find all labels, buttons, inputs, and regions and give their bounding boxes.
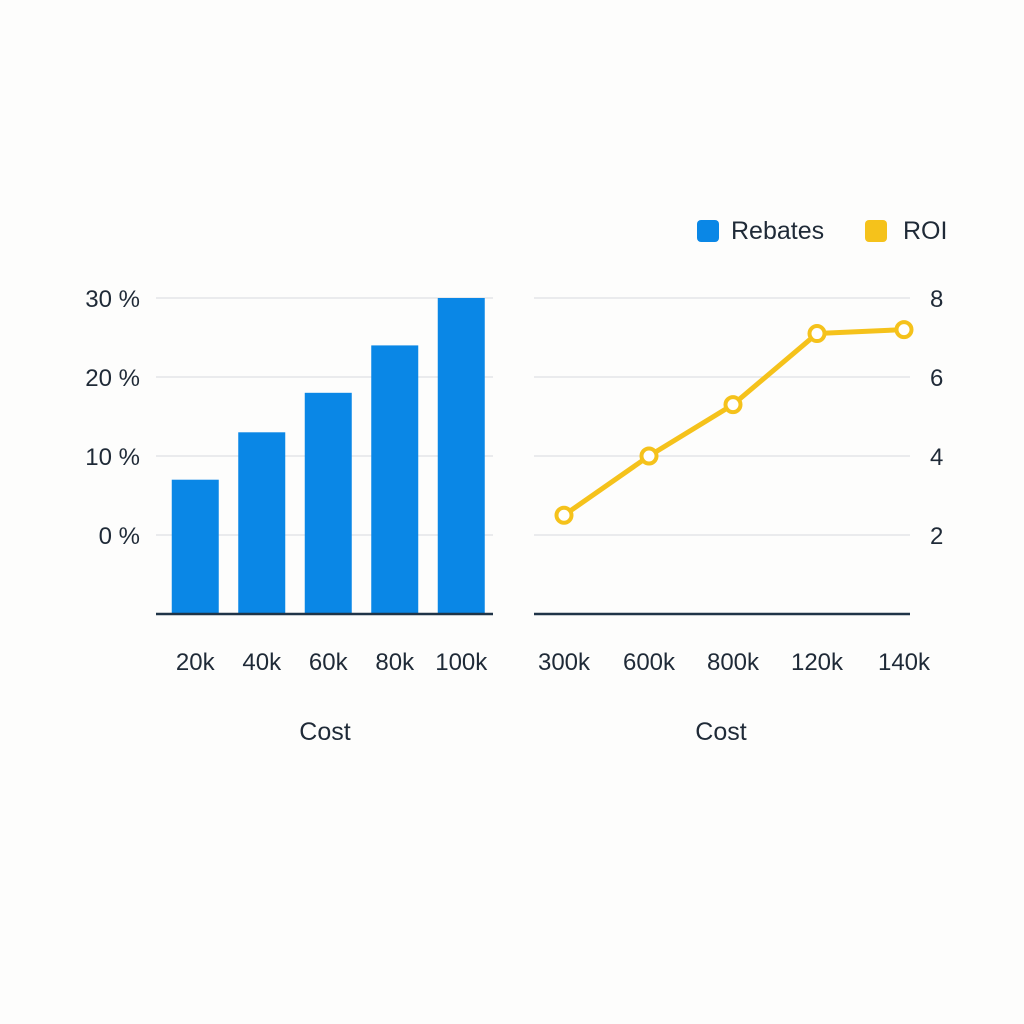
bar: [304, 392, 352, 614]
bar-chart-y-tick-label: 0 %: [99, 523, 140, 550]
bar-chart-y-tick-label: 20 %: [85, 365, 140, 392]
roi-point: [807, 324, 827, 344]
bar-chart-x-tick-label: 100k: [435, 649, 488, 676]
bar-chart-bars: [171, 298, 485, 614]
legend-swatch-roi: [865, 220, 887, 242]
roi-line: [561, 327, 907, 518]
line-chart-y-tick-label: 8: [930, 286, 943, 313]
roi-point: [639, 446, 659, 466]
bar: [437, 298, 485, 614]
line-chart-x-tick-label: 800k: [707, 649, 760, 676]
bar-chart: 0 % 10 % 20 % 30 % 20k 40k 60k 80k 100k Cost: [85, 286, 493, 746]
line-chart-y-tick-label: 2: [930, 523, 943, 550]
line-chart: 2 4 6 8 300k 600k 800k 120k 140k Cost: [534, 286, 943, 746]
line-chart-series: [554, 320, 914, 525]
line-chart-x-tick-label: 120k: [791, 649, 844, 676]
legend: Rebates ROI: [697, 217, 947, 245]
line-chart-x-tick-label: 140k: [878, 649, 931, 676]
bar: [171, 479, 219, 614]
line-chart-x-tick-labels: 300k 600k 800k 120k 140k: [538, 649, 931, 676]
line-chart-y-tick-labels: 2 4 6 8: [930, 286, 943, 550]
bar-chart-y-tick-label: 30 %: [85, 286, 140, 313]
line-chart-x-tick-label: 600k: [623, 649, 676, 676]
bar-chart-x-tick-label: 40k: [242, 649, 282, 676]
bar: [238, 432, 286, 614]
bar-chart-y-tick-labels: 0 % 10 % 20 % 30 %: [85, 286, 140, 550]
bar-chart-y-tick-label: 10 %: [85, 444, 140, 471]
bar-chart-x-tick-label: 20k: [176, 649, 216, 676]
line-chart-y-tick-label: 6: [930, 365, 943, 392]
legend-label-roi: ROI: [903, 217, 947, 245]
line-chart-y-tick-label: 4: [930, 444, 943, 471]
legend-swatch-rebates: [697, 220, 719, 242]
line-chart-gridlines: [534, 297, 910, 536]
legend-label-rebates: Rebates: [731, 217, 824, 245]
bar: [371, 345, 419, 614]
roi-point: [554, 505, 574, 525]
bar-chart-x-axis-label: Cost: [299, 718, 350, 746]
roi-point: [894, 320, 914, 340]
roi-point: [723, 395, 743, 415]
line-chart-x-tick-label: 300k: [538, 649, 591, 676]
bar-chart-x-tick-label: 60k: [309, 649, 349, 676]
bar-chart-x-tick-labels: 20k 40k 60k 80k 100k: [176, 649, 488, 676]
line-chart-x-axis-label: Cost: [695, 718, 746, 746]
bar-chart-x-tick-label: 80k: [375, 649, 415, 676]
